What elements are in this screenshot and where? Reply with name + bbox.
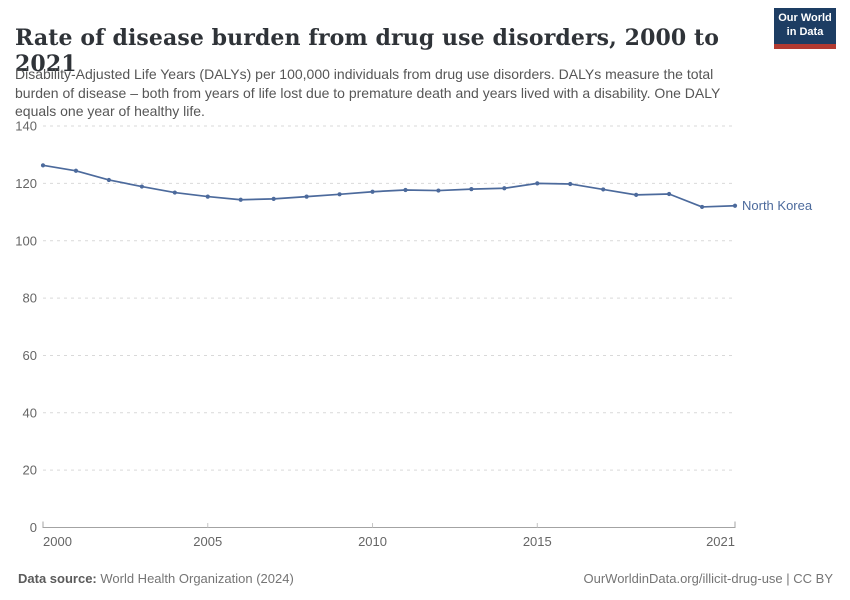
owid-logo[interactable]: Our World in Data	[774, 8, 836, 49]
y-tick-label-120: 120	[15, 176, 37, 191]
data-point-2001[interactable]	[73, 168, 79, 173]
data-point-2017[interactable]	[601, 187, 606, 192]
page-title: Rate of disease burden from drug use dis…	[15, 24, 720, 78]
x-tick-label-2000: 2000	[43, 534, 72, 549]
data-point-2009[interactable]	[337, 192, 342, 197]
chart-footer: Data source: World Health Organization (…	[18, 571, 833, 586]
data-point-2002[interactable]	[106, 177, 112, 183]
y-tick-label-0: 0	[30, 520, 37, 535]
y-tick-label-20: 20	[23, 463, 37, 478]
data-point-2007[interactable]	[271, 196, 276, 201]
x-tick-label-2005: 2005	[193, 534, 222, 549]
y-tick-label-80: 80	[23, 291, 37, 306]
data-point-2006[interactable]	[238, 197, 243, 202]
series-line-north-korea[interactable]	[42, 164, 736, 208]
data-point-2019[interactable]	[666, 191, 672, 197]
data-point-2016[interactable]	[568, 181, 573, 187]
data-source-label: Data source:	[18, 571, 97, 586]
x-tick-label-2021: 2021	[706, 534, 735, 549]
data-source-text: Data source: World Health Organization (…	[18, 571, 294, 586]
y-tick-label-140: 140	[15, 119, 37, 134]
series-label-north-korea[interactable]: North Korea	[742, 197, 813, 213]
data-point-2021[interactable]	[732, 203, 738, 208]
chart-subtitle: Disability-Adjusted Life Years (DALYs) p…	[15, 66, 721, 120]
owid-logo-line1: Our World	[778, 12, 832, 25]
data-point-2014[interactable]	[502, 186, 507, 191]
data-point-2000[interactable]	[40, 163, 46, 168]
y-tick-label-100: 100	[15, 233, 37, 248]
x-axis	[42, 521, 736, 528]
data-point-2010[interactable]	[370, 189, 375, 194]
data-point-2020[interactable]	[699, 204, 705, 210]
credit-link[interactable]: OurWorldinData.org/illicit-drug-use | CC…	[583, 571, 834, 586]
owid-logo-line2: in Data	[786, 26, 824, 38]
data-point-2005[interactable]	[205, 194, 210, 199]
y-tick-label-40: 40	[23, 405, 37, 420]
data-point-2013[interactable]	[469, 187, 474, 192]
data-point-2015[interactable]	[535, 181, 540, 186]
data-point-2004[interactable]	[172, 190, 177, 195]
data-point-2018[interactable]	[634, 192, 639, 197]
data-point-2012[interactable]	[436, 188, 441, 193]
data-point-2011[interactable]	[403, 187, 408, 193]
x-tick-label-2010: 2010	[358, 534, 387, 549]
data-source-value: World Health Organization (2024)	[96, 571, 294, 586]
data-point-2008[interactable]	[304, 194, 309, 199]
y-tick-label-60: 60	[23, 348, 37, 363]
data-point-2003[interactable]	[139, 184, 144, 189]
x-tick-label-2015: 2015	[523, 534, 552, 549]
